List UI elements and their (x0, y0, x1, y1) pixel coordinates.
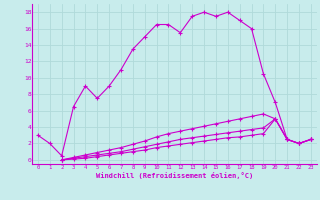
X-axis label: Windchill (Refroidissement éolien,°C): Windchill (Refroidissement éolien,°C) (96, 172, 253, 179)
